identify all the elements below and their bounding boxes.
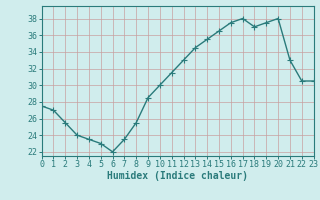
X-axis label: Humidex (Indice chaleur): Humidex (Indice chaleur): [107, 171, 248, 181]
